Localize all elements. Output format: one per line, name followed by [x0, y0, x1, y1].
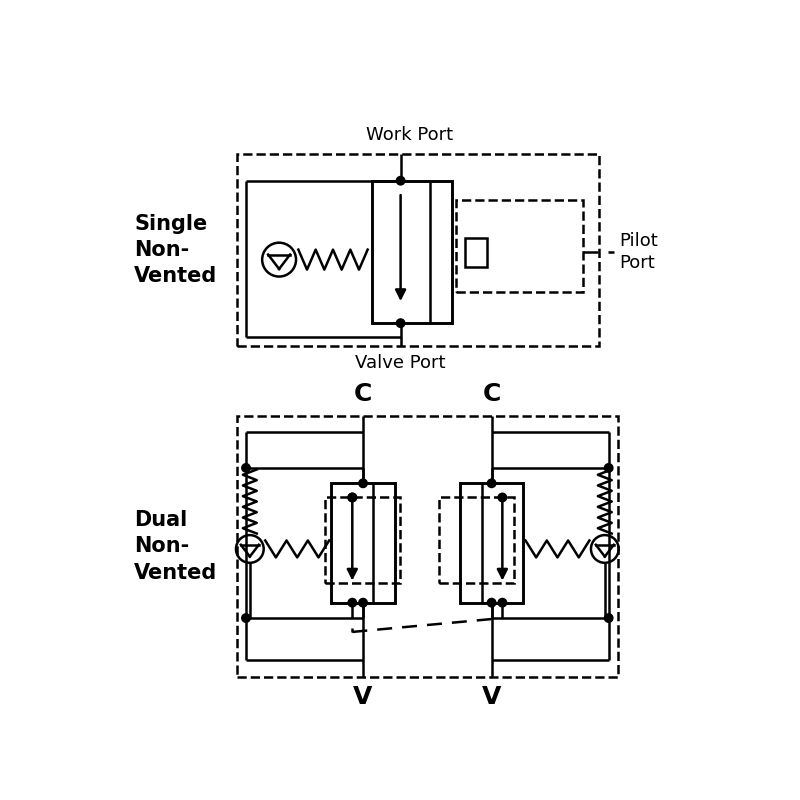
- Text: Dual
Non-
Vented: Dual Non- Vented: [134, 510, 218, 583]
- Text: C: C: [354, 382, 372, 406]
- Circle shape: [605, 614, 613, 622]
- Text: V: V: [482, 685, 502, 709]
- Circle shape: [487, 479, 496, 487]
- Circle shape: [396, 319, 405, 327]
- Bar: [331, 483, 394, 602]
- Circle shape: [605, 464, 613, 472]
- Text: V: V: [354, 685, 373, 709]
- Text: Pilot
Port: Pilot Port: [619, 232, 658, 273]
- Bar: [371, 181, 452, 323]
- Circle shape: [348, 494, 357, 502]
- Circle shape: [348, 494, 357, 502]
- Bar: [466, 238, 487, 267]
- Text: Valve Port: Valve Port: [355, 354, 446, 372]
- Text: Single
Non-
Vented: Single Non- Vented: [134, 214, 218, 286]
- Circle shape: [358, 479, 367, 487]
- Circle shape: [242, 464, 250, 472]
- Text: C: C: [482, 382, 501, 406]
- Circle shape: [498, 598, 506, 607]
- Circle shape: [487, 598, 496, 607]
- Circle shape: [498, 494, 506, 502]
- Circle shape: [242, 614, 250, 622]
- Text: Work Port: Work Port: [366, 126, 454, 144]
- Circle shape: [396, 177, 405, 185]
- Circle shape: [358, 598, 367, 607]
- Bar: [460, 483, 523, 602]
- Circle shape: [348, 598, 357, 607]
